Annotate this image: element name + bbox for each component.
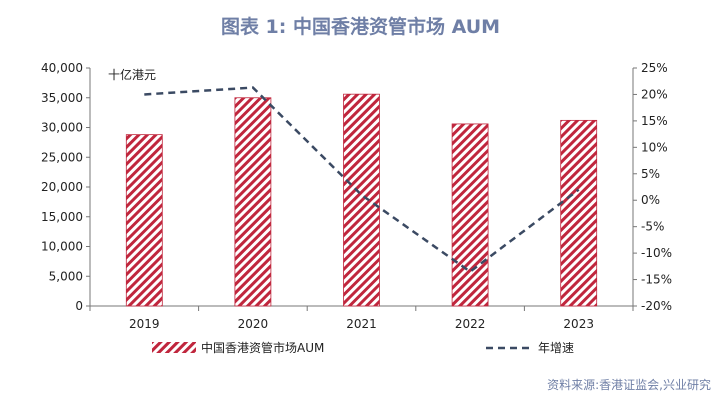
y-left-tick-label: 10,000 (41, 240, 83, 254)
bar-2021 (343, 93, 380, 307)
x-tick-label: 2019 (129, 317, 160, 331)
y-right-tick-label: -10% (641, 246, 672, 260)
growth-rate-line (144, 86, 580, 274)
chart-title: 图表 1: 中国香港资管市场 AUM (220, 16, 501, 38)
y-left-tick-label: 35,000 (41, 91, 83, 105)
y-left-tick-label: 25,000 (41, 150, 83, 164)
y-right-tick-label: 0% (641, 193, 660, 207)
bar-2019 (125, 134, 163, 307)
legend-label-growth: 年增速 (538, 341, 574, 355)
y-left-tick-label: 15,000 (41, 210, 83, 224)
source-note: 资料来源:香港证监会,兴业研究 (547, 378, 711, 392)
y-left-tick-label: 0 (75, 299, 83, 313)
y-left-tick-label: 20,000 (41, 180, 83, 194)
bar-2022 (451, 123, 489, 307)
y-right-tick-label: -15% (641, 273, 672, 287)
x-tick-label: 2023 (563, 317, 594, 331)
y-right-tick-label: 20% (641, 87, 668, 101)
x-tick-label: 2021 (346, 317, 377, 331)
y-right-tick-label: 5% (641, 167, 660, 181)
y-left-tick-label: 40,000 (41, 61, 83, 75)
y-right-tick-label: 15% (641, 114, 668, 128)
y-right-tick-label: 25% (641, 61, 668, 75)
y-left-tick-label: 30,000 (41, 121, 83, 135)
bar-2020 (234, 97, 272, 307)
x-tick-label: 2020 (238, 317, 269, 331)
x-tick-label: 2022 (455, 317, 486, 331)
y-right-tick-label: -20% (641, 299, 672, 313)
y-left-tick-label: 5,000 (49, 269, 83, 283)
y-right-tick-label: 10% (641, 140, 668, 154)
y-right-tick-label: -5% (641, 220, 664, 234)
legend-swatch-aum (152, 342, 196, 353)
legend-label-aum: 中国香港资管市场AUM (201, 340, 324, 355)
bar-2023 (560, 119, 598, 307)
y-left-unit-label: 十亿港元 (108, 67, 156, 82)
